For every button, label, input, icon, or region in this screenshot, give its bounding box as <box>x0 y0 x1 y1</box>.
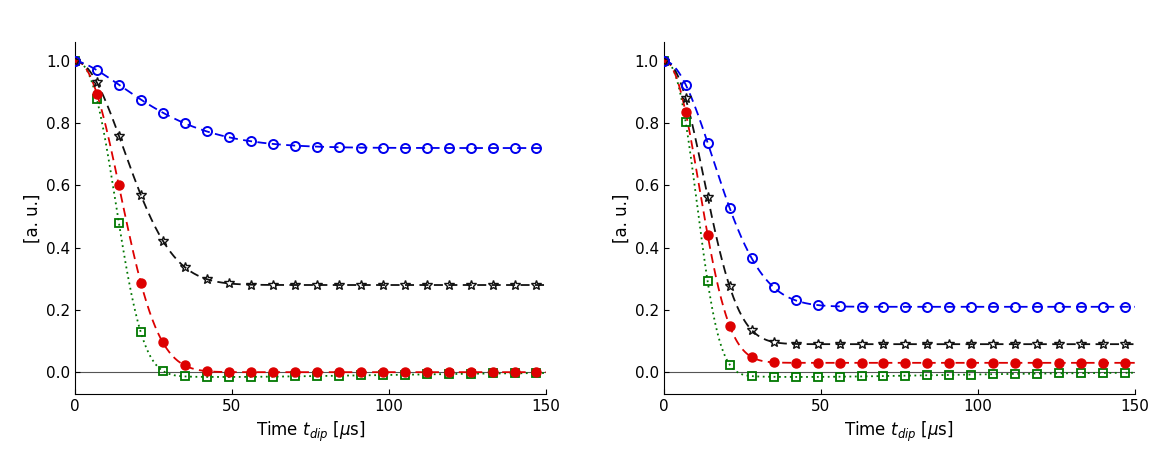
X-axis label: Time $t_{dip}$ [$\mu$s]: Time $t_{dip}$ [$\mu$s] <box>844 419 954 444</box>
Y-axis label: [a. u.]: [a. u.] <box>23 193 41 243</box>
X-axis label: Time $t_{dip}$ [$\mu$s]: Time $t_{dip}$ [$\mu$s] <box>256 419 365 444</box>
Y-axis label: [a. u.]: [a. u.] <box>613 193 630 243</box>
